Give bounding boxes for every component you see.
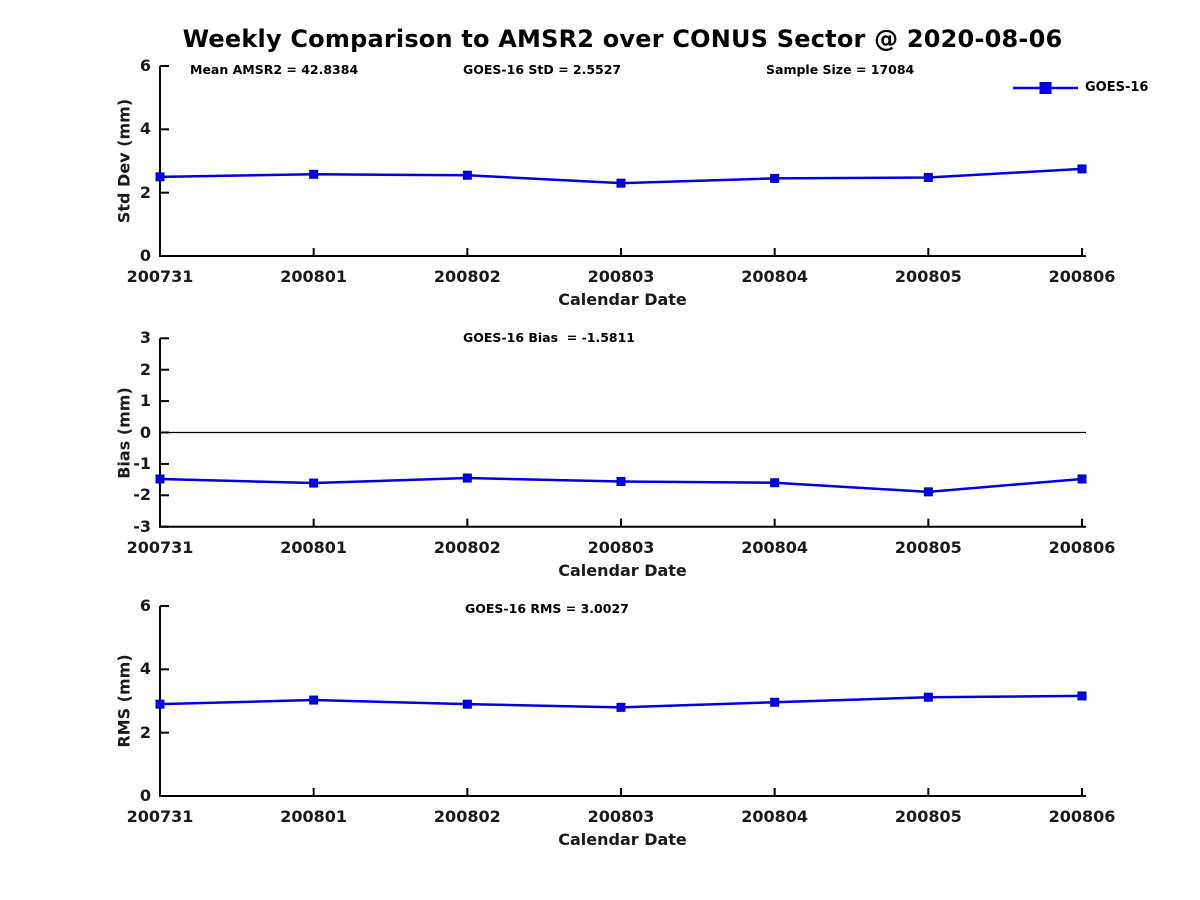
subplot-bias — [155, 337, 1087, 528]
y-tick-label: 2 — [139, 359, 151, 379]
data-point-marker — [462, 170, 472, 180]
data-point-marker — [616, 178, 626, 188]
x-tick-label: 200801 — [280, 538, 348, 557]
data-point-marker — [462, 473, 472, 483]
y-tick-label: 4 — [139, 659, 151, 679]
y-tick-label: 2 — [139, 182, 151, 202]
data-point-marker — [770, 173, 780, 183]
x-tick-label: 200802 — [433, 807, 501, 826]
data-point-marker — [923, 172, 933, 182]
data-point-marker — [616, 476, 626, 486]
x-tick-label: 200731 — [126, 267, 194, 286]
annotation-goes16-bias: GOES-16 Bias = -1.5811 — [463, 330, 636, 345]
x-tick-label: 200731 — [126, 807, 194, 826]
y-tick-label: 2 — [139, 722, 151, 742]
data-point-marker — [1077, 691, 1087, 701]
data-point-marker — [155, 699, 165, 709]
page-title: Weekly Comparison to AMSR2 over CONUS Se… — [182, 25, 1063, 53]
x-tick-label: 200801 — [280, 807, 348, 826]
y-tick-label: 6 — [139, 56, 151, 75]
legend-label: GOES-16 — [1085, 80, 1149, 95]
annotation-mean-amsr2: Mean AMSR2 = 42.8384 — [190, 62, 359, 77]
x-tick-label: 200731 — [126, 538, 194, 557]
y-tick-label: 1 — [139, 391, 151, 411]
x-tick-label: 200803 — [587, 807, 655, 826]
x-tick-label: 200805 — [894, 807, 962, 826]
y-tick-label: 0 — [139, 246, 151, 265]
xlabel-calendar-date-1: Calendar Date — [558, 290, 687, 309]
annotation-sample-size: Sample Size = 17084 — [766, 62, 915, 77]
y-tick-label: 3 — [139, 328, 151, 348]
ylabel-std-dev: Std Dev (mm) — [114, 98, 134, 224]
x-tick-label: 200806 — [1048, 267, 1116, 286]
x-tick-label: 200804 — [741, 807, 809, 826]
x-tick-label: 200802 — [433, 538, 501, 557]
x-tick-label: 200801 — [280, 267, 348, 286]
x-tick-label: 200802 — [433, 267, 501, 286]
data-point-marker — [923, 692, 933, 702]
y-tick-label: -1 — [133, 453, 151, 473]
x-tick-label: 200805 — [894, 538, 962, 557]
y-tick-label: 0 — [139, 422, 151, 442]
data-point-marker — [155, 474, 165, 484]
x-tick-label: 200806 — [1048, 538, 1116, 557]
data-point-marker — [309, 695, 319, 705]
data-point-marker — [770, 478, 780, 488]
data-point-marker — [309, 478, 319, 488]
data-point-marker — [462, 699, 472, 709]
data-point-marker — [1077, 164, 1087, 174]
data-point-marker — [923, 487, 933, 497]
data-point-marker — [309, 169, 319, 179]
x-tick-label: 200803 — [587, 267, 655, 286]
data-point-marker — [616, 702, 626, 712]
y-tick-label: 0 — [139, 786, 151, 805]
y-tick-label: 4 — [139, 119, 151, 139]
x-tick-label: 200806 — [1048, 807, 1116, 826]
subplot-rms — [155, 605, 1087, 797]
xlabel-calendar-date-2: Calendar Date — [558, 561, 687, 580]
subplot-std-dev — [155, 65, 1087, 257]
y-tick-label: -3 — [133, 516, 151, 536]
x-tick-label: 200805 — [894, 267, 962, 286]
x-tick-label: 200804 — [741, 267, 809, 286]
y-tick-label: 6 — [139, 596, 151, 615]
y-tick-label: -2 — [133, 485, 151, 505]
annotation-goes16-rms: GOES-16 RMS = 3.0027 — [465, 601, 629, 616]
data-point-marker — [1077, 474, 1087, 484]
x-tick-label: 200804 — [741, 538, 809, 557]
legend-marker-icon — [1039, 82, 1052, 94]
annotation-goes16-std: GOES-16 StD = 2.5527 — [463, 62, 622, 77]
xlabel-calendar-date-3: Calendar Date — [558, 830, 687, 849]
x-tick-label: 200803 — [587, 538, 655, 557]
data-point-marker — [155, 172, 165, 182]
data-point-marker — [770, 697, 780, 707]
